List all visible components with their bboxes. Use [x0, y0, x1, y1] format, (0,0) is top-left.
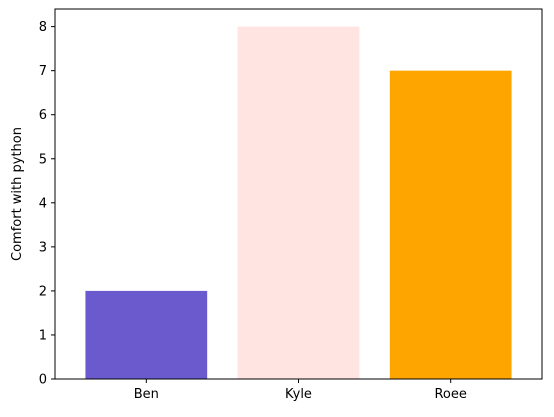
- y-tick-label: 1: [39, 328, 47, 343]
- bar-roee: [389, 70, 512, 380]
- x-tick-label: Roee: [434, 387, 466, 402]
- y-axis: 0 1 2 3 4 5 6 7 8: [39, 20, 55, 388]
- bars-layer: [85, 26, 512, 380]
- x-tick-label: Kyle: [285, 387, 312, 402]
- y-tick-label: 6: [39, 108, 47, 123]
- y-tick-label: 5: [39, 152, 47, 167]
- x-tick-label: Ben: [134, 387, 159, 402]
- bar-ben: [85, 290, 208, 379]
- x-axis: Ben Kyle Roee: [134, 379, 467, 402]
- y-tick-label: 3: [39, 240, 47, 255]
- bar-kyle: [237, 26, 360, 379]
- y-tick-label: 4: [39, 196, 47, 211]
- y-tick-label: 0: [39, 373, 47, 388]
- y-tick-label: 2: [39, 284, 47, 299]
- y-axis-label: Comfort with python: [10, 127, 25, 261]
- y-tick-label: 7: [39, 64, 47, 79]
- y-tick-label: 8: [39, 20, 47, 35]
